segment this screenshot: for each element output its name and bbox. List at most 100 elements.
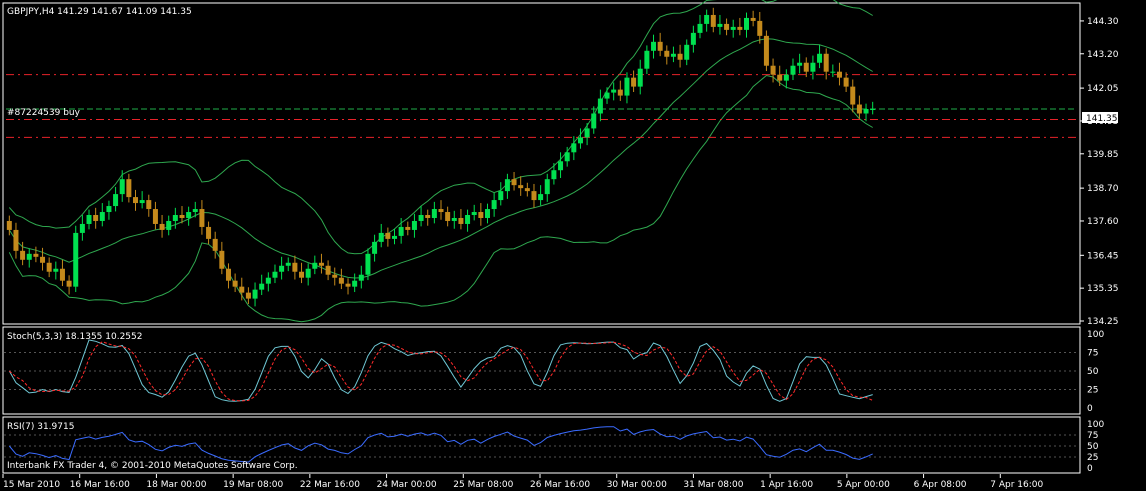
candle-body [631, 77, 637, 87]
candle-body [292, 262, 298, 272]
candle-body [212, 238, 218, 251]
candle-body [20, 250, 26, 260]
candle-body [564, 152, 570, 162]
candle-body [524, 188, 530, 192]
candle-body [657, 41, 663, 51]
candle-body [538, 194, 544, 201]
candle-body [644, 50, 650, 69]
candle-body [438, 209, 444, 213]
candle-body [451, 217, 457, 221]
candle-body [571, 143, 577, 153]
candle-body [465, 215, 471, 224]
candle-body [172, 215, 178, 221]
candle-body [392, 235, 398, 239]
candle-body [411, 220, 417, 230]
time-tick-label: 26 Mar 16:00 [530, 480, 590, 490]
candle-body [677, 53, 683, 60]
time-tick-label: 7 Apr 16:00 [990, 480, 1043, 490]
candle-body [611, 89, 617, 93]
stoch-axis: 100 75 50 25 0 [1087, 330, 1104, 414]
time-tick-label: 25 Mar 08:00 [453, 480, 513, 490]
candle-body [79, 223, 85, 233]
osc-tick-label: 50 [1087, 367, 1099, 377]
osc-tick-label: 75 [1087, 431, 1098, 441]
candle-body [378, 232, 384, 242]
candle-body [836, 71, 842, 78]
candle-body [743, 17, 749, 30]
osc-tick-label: 25 [1087, 453, 1098, 463]
candle-body [179, 215, 185, 218]
candle-body [59, 268, 65, 281]
candle-body [531, 191, 537, 201]
candle-body [312, 262, 318, 269]
candle-body [757, 20, 763, 36]
price-tick-label: 138.70 [1087, 184, 1119, 194]
candle-body [863, 109, 869, 114]
candle-body [73, 232, 79, 287]
osc-tick-label: 0 [1087, 404, 1093, 414]
candle-body [166, 220, 172, 230]
candle-body [239, 286, 245, 293]
main-panel [2, 2, 1081, 325]
candle-body [604, 92, 610, 99]
rsi-panel [2, 416, 1081, 474]
candle-body [597, 98, 603, 114]
candle-body [830, 71, 836, 73]
candle-body [770, 65, 776, 75]
candle-body [352, 280, 358, 287]
candle-body [245, 292, 251, 299]
price-tick-label: 136.45 [1087, 251, 1119, 261]
candle-body [53, 268, 59, 272]
osc-tick-label: 75 [1087, 349, 1098, 359]
osc-tick-label: 100 [1087, 330, 1104, 340]
candle-body [478, 212, 484, 218]
candle-body [664, 50, 670, 57]
candle-body [730, 26, 736, 30]
price-tick-label: 144.30 [1087, 17, 1119, 27]
candle-body [577, 137, 583, 144]
candle-body [206, 226, 212, 239]
time-tick-label: 30 Mar 00:00 [607, 480, 667, 490]
candle-body [152, 209, 158, 224]
band-middle [8, 38, 873, 279]
time-tick-label: 16 Mar 16:00 [70, 480, 130, 490]
symbol-header: GBPJPY,H4 141.29 141.67 141.09 141.35 [7, 7, 192, 17]
price-plot[interactable] [6, 0, 1077, 323]
candle-body [6, 220, 12, 230]
candle-body [504, 179, 510, 192]
stoch-panel [2, 326, 1081, 415]
candle-body [259, 283, 265, 290]
candle-body [737, 26, 743, 30]
candle-body [186, 212, 192, 218]
candle-body [358, 274, 364, 281]
candle-body [750, 17, 756, 21]
candle-body [651, 41, 657, 51]
candle-body [26, 253, 32, 260]
candle-body [484, 209, 490, 218]
stoch-plot[interactable] [4, 339, 1079, 402]
candle-body [146, 200, 152, 210]
candle-body [219, 250, 225, 269]
candle-body [272, 271, 278, 278]
candle-body [192, 209, 198, 213]
time-tick-label: 31 Mar 08:00 [683, 480, 743, 490]
price-tick-label: 139.85 [1087, 150, 1119, 160]
candle-body [445, 212, 451, 221]
candle-body [783, 74, 789, 81]
time-tick-label: 6 Apr 08:00 [914, 480, 967, 490]
time-tick-label: 18 Mar 00:00 [146, 480, 206, 490]
candle-body [617, 89, 623, 96]
rsi-plot[interactable] [4, 426, 1079, 463]
time-tick-label: 5 Apr 00:00 [837, 480, 890, 490]
candle-body [511, 179, 517, 186]
candle-body [133, 197, 139, 204]
candle-body [365, 253, 371, 275]
candle-body [724, 23, 730, 30]
candle-body [491, 200, 497, 210]
price-tick-label: 143.20 [1087, 50, 1119, 60]
candle-body [544, 179, 550, 195]
price-axis: 144.30143.20142.05140.95139.85138.70137.… [1080, 17, 1119, 327]
candle-body [458, 217, 464, 224]
candle-body [763, 35, 769, 66]
